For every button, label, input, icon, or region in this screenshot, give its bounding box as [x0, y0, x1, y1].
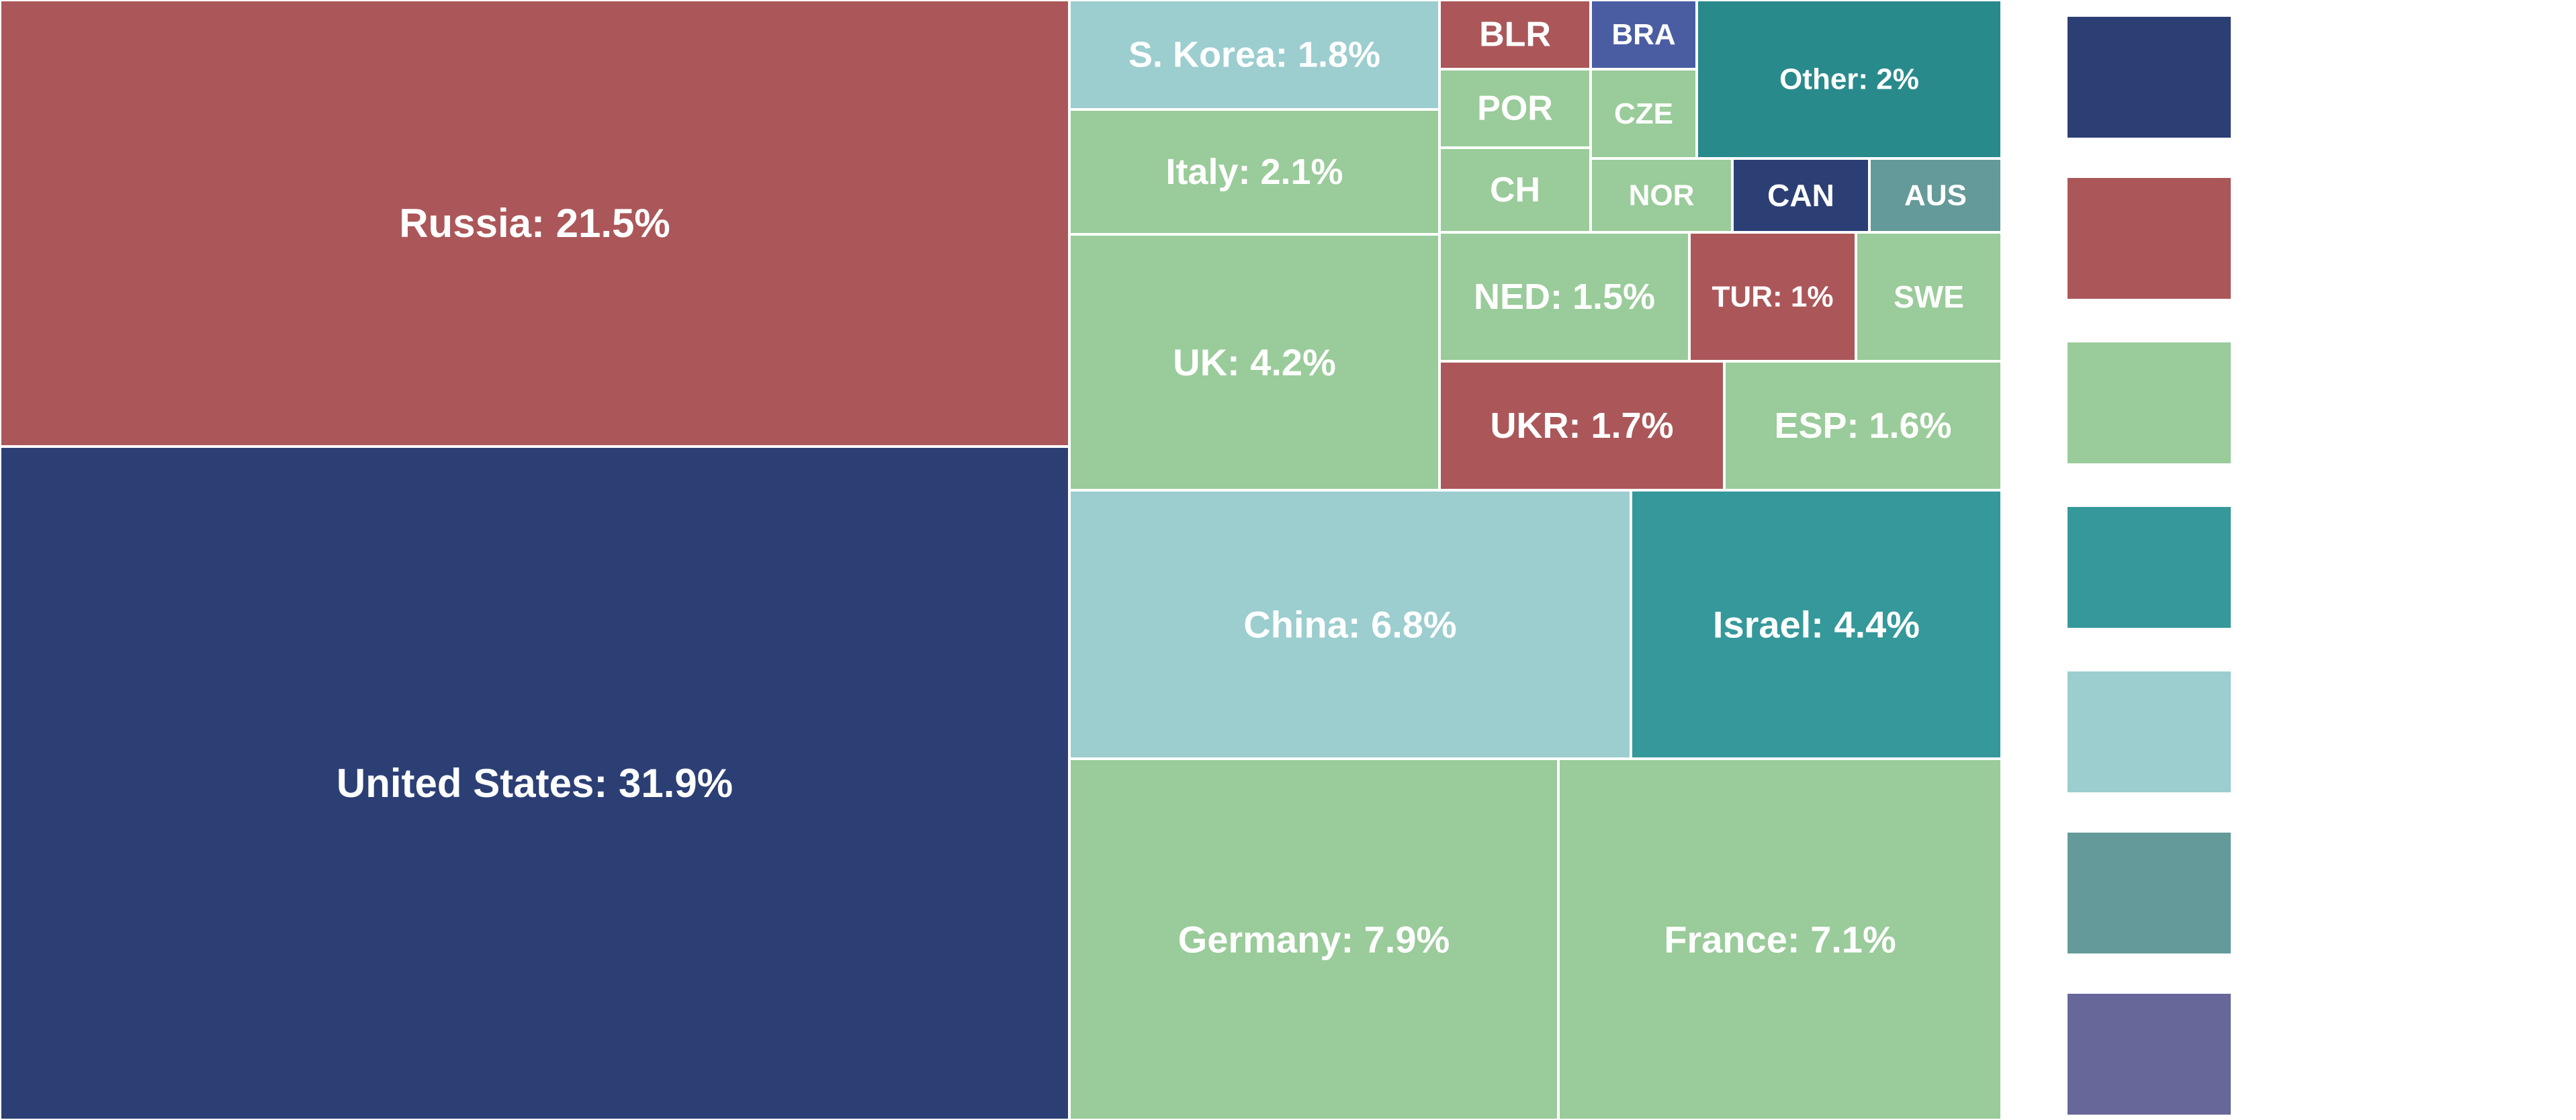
- treemap-tile-other: Other: 2%: [1695, 0, 2003, 160]
- treemap-tile-ukr: UKR: 1.7%: [1438, 360, 1726, 492]
- treemap-rect-aus: [1868, 157, 2003, 234]
- treemap-tile-nor: NOR: [1589, 157, 1734, 234]
- treemap-label-skorea: S. Korea: 1.8%: [1128, 35, 1380, 75]
- treemap-rect-israel: [1630, 489, 2003, 760]
- treemap-tile-bra: BRA: [1589, 0, 1698, 71]
- treemap-rect-ukr: [1438, 360, 1726, 492]
- treemap-tile-por: POR: [1438, 68, 1592, 149]
- treemap-tile-cze: CZE: [1589, 68, 1698, 160]
- treemap-rect-italy: [1068, 108, 1441, 236]
- treemap-label-uk: UK: 4.2%: [1173, 341, 1336, 383]
- treemap-tile-france: France: 7.1%: [1557, 757, 2003, 1120]
- treemap-label-can: CAN: [1767, 178, 1834, 213]
- treemap-tile-tur: TUR: 1%: [1688, 231, 1857, 363]
- treemap-label-blr: BLR: [1479, 15, 1551, 54]
- treemap-label-ned: NED: 1.5%: [1474, 277, 1655, 317]
- treemap-rect-other: [1695, 0, 2003, 160]
- treemap-rect-china: [1068, 489, 1632, 760]
- treemap-rect-nor: [1589, 157, 1734, 234]
- treemap-rect-por: [1438, 68, 1592, 149]
- treemap-tile-uk: UK: 4.2%: [1068, 233, 1441, 492]
- treemap-label-russia: Russia: 21.5%: [399, 201, 670, 246]
- treemap-tile-china: China: 6.8%: [1068, 489, 1632, 760]
- treemap-label-germany: Germany: 7.9%: [1178, 919, 1450, 961]
- treemap-label-israel: Israel: 4.4%: [1713, 604, 1920, 646]
- treemap-label-ukr: UKR: 1.7%: [1490, 406, 1673, 446]
- treemap-tile-can: CAN: [1731, 157, 1871, 234]
- treemap-rect-skorea: [1068, 0, 1441, 111]
- treemap-label-esp: ESP: 1.6%: [1774, 406, 1951, 446]
- treemap-tile-us: United States: 31.9%: [0, 445, 1071, 1120]
- treemap-tile-esp: ESP: 1.6%: [1723, 360, 2003, 492]
- treemap-tile-ned: NED: 1.5%: [1438, 231, 1691, 363]
- treemap-tile-germany: Germany: 7.9%: [1068, 757, 1560, 1120]
- treemap-label-bra: BRA: [1611, 18, 1675, 51]
- treemap-label-other: Other: 2%: [1779, 63, 1919, 96]
- treemap-label-tur: TUR: 1%: [1712, 281, 1834, 314]
- legend-swatch-slate: [2068, 833, 2231, 953]
- treemap-tile-skorea: S. Korea: 1.8%: [1068, 0, 1441, 111]
- treemap-rect-ned: [1438, 231, 1691, 363]
- treemap-label-swe: SWE: [1894, 279, 1964, 314]
- treemap-rect-uk: [1068, 233, 1441, 492]
- treemap-label-aus: AUS: [1904, 179, 1967, 212]
- treemap-rect-russia: [0, 0, 1071, 448]
- treemap-tile-swe: SWE: [1855, 231, 2003, 363]
- treemap-rect-swe: [1855, 231, 2003, 363]
- treemap-rect-can: [1731, 157, 1871, 234]
- treemap-label-us: United States: 31.9%: [337, 761, 733, 806]
- treemap-label-por: POR: [1477, 89, 1553, 128]
- treemap-tiles: United States: 31.9% Russia: 21.5% Germany…: [0, 0, 2003, 1120]
- treemap-label-ch: CH: [1490, 171, 1540, 209]
- treemap-rect-us: [0, 445, 1071, 1120]
- treemap-label-italy: Italy: 2.1%: [1165, 152, 1343, 192]
- legend-swatch-navy: [2068, 17, 2231, 138]
- treemap-tile-blr: BLR: [1438, 0, 1592, 71]
- legend: [2068, 17, 2231, 1115]
- treemap-tile-aus: AUS: [1868, 157, 2003, 234]
- treemap-label-nor: NOR: [1629, 179, 1695, 212]
- treemap-label-cze: CZE: [1614, 97, 1673, 130]
- legend-swatch-lightblue: [2068, 671, 2231, 792]
- legend-swatch-teal: [2068, 507, 2231, 628]
- legend-swatch-red: [2068, 178, 2231, 299]
- treemap-tile-israel: Israel: 4.4%: [1630, 489, 2003, 760]
- legend-swatch-purple: [2068, 994, 2231, 1115]
- treemap-label-france: France: 7.1%: [1664, 919, 1896, 961]
- treemap-tile-ch: CH: [1438, 146, 1592, 234]
- treemap-rect-tur: [1688, 231, 1857, 363]
- treemap-label-china: China: 6.8%: [1243, 604, 1456, 646]
- treemap-tile-italy: Italy: 2.1%: [1068, 108, 1441, 236]
- treemap-rect-blr: [1438, 0, 1592, 71]
- treemap-rect-france: [1557, 757, 2003, 1120]
- legend-swatch-green: [2068, 342, 2231, 463]
- treemap-tile-russia: Russia: 21.5%: [0, 0, 1071, 448]
